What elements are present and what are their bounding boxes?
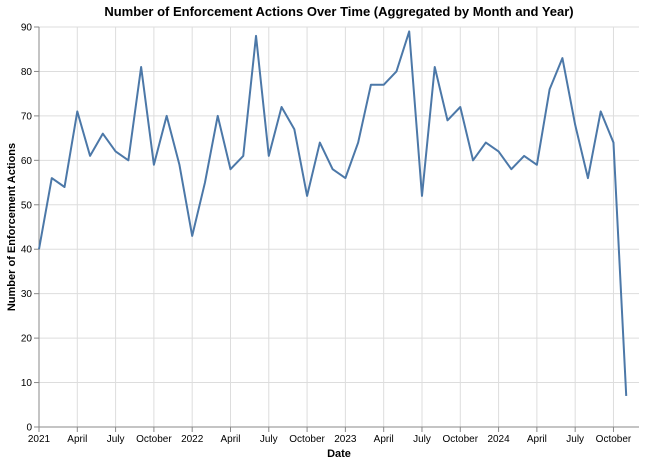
data-point: [153, 164, 155, 166]
data-point: [498, 150, 500, 152]
y-tick-label: 10: [21, 378, 33, 389]
series-layer: [38, 30, 628, 397]
data-point: [217, 115, 219, 117]
data-point: [76, 110, 78, 112]
data-point: [242, 155, 244, 157]
data-point: [306, 195, 308, 197]
data-point: [510, 168, 512, 170]
x-tick-label: October: [596, 434, 632, 445]
data-point: [255, 35, 257, 37]
y-tick-label: 70: [21, 111, 33, 122]
axes: 0 10 20 30 40 50 60 70 80 90 2021 April July October 2…: [21, 23, 639, 445]
chart-title: Number of Enforcement Actions Over Time …: [104, 4, 573, 19]
data-point: [127, 159, 129, 161]
x-tick-label: July: [107, 434, 125, 445]
data-point: [472, 159, 474, 161]
data-point: [459, 106, 461, 108]
x-tick-label: October: [136, 434, 172, 445]
y-tick-label: 40: [21, 245, 33, 256]
data-point: [89, 155, 91, 157]
data-point: [421, 195, 423, 197]
data-point: [51, 177, 53, 179]
data-point: [140, 66, 142, 68]
data-point: [383, 84, 385, 86]
data-point: [523, 155, 525, 157]
data-point: [268, 155, 270, 157]
data-point: [485, 142, 487, 144]
x-tick-label: July: [566, 434, 584, 445]
data-point: [587, 177, 589, 179]
x-axis-title: Date: [327, 448, 351, 460]
y-tick-label: 80: [21, 67, 33, 78]
data-point: [229, 168, 231, 170]
x-tick-label: 2024: [487, 434, 510, 445]
data-point: [319, 142, 321, 144]
x-tick-label: July: [260, 434, 278, 445]
data-point: [561, 57, 563, 59]
data-point: [625, 395, 627, 397]
x-tick-label: April: [220, 434, 240, 445]
x-tick-label: April: [527, 434, 547, 445]
data-point: [191, 235, 193, 237]
data-point: [204, 182, 206, 184]
y-tick-label: 0: [26, 423, 32, 434]
data-point: [395, 70, 397, 72]
data-point: [549, 88, 551, 90]
data-point: [408, 30, 410, 32]
data-point: [281, 106, 283, 108]
data-point: [332, 168, 334, 170]
y-tick-label: 20: [21, 334, 33, 345]
data-point: [344, 177, 346, 179]
data-point: [574, 124, 576, 126]
x-tick-label: July: [413, 434, 431, 445]
data-point: [600, 110, 602, 112]
y-tick-label: 30: [21, 289, 33, 300]
data-point: [115, 150, 117, 152]
y-axis-title: Number of Enforcement Actions: [6, 143, 18, 311]
data-point: [64, 186, 66, 188]
grid-lines: [38, 26, 639, 428]
data-point: [357, 142, 359, 144]
x-tick-label: October: [442, 434, 478, 445]
data-point: [38, 248, 40, 250]
data-point: [293, 128, 295, 130]
x-tick-label: 2022: [181, 434, 204, 445]
x-tick-label: 2021: [28, 434, 51, 445]
series-line: [38, 30, 628, 396]
data-point: [612, 142, 614, 144]
y-tick-label: 90: [21, 23, 33, 34]
x-tick-label: October: [289, 434, 325, 445]
y-tick-label: 60: [21, 156, 33, 167]
data-point: [434, 66, 436, 68]
data-point: [166, 115, 168, 117]
data-point: [447, 119, 449, 121]
x-tick-label: 2023: [334, 434, 357, 445]
y-tick-label: 50: [21, 200, 33, 211]
data-point: [536, 164, 538, 166]
data-point: [102, 133, 104, 135]
data-point: [370, 84, 372, 86]
data-point: [178, 164, 180, 166]
x-tick-label: April: [374, 434, 394, 445]
x-tick-label: April: [67, 434, 87, 445]
